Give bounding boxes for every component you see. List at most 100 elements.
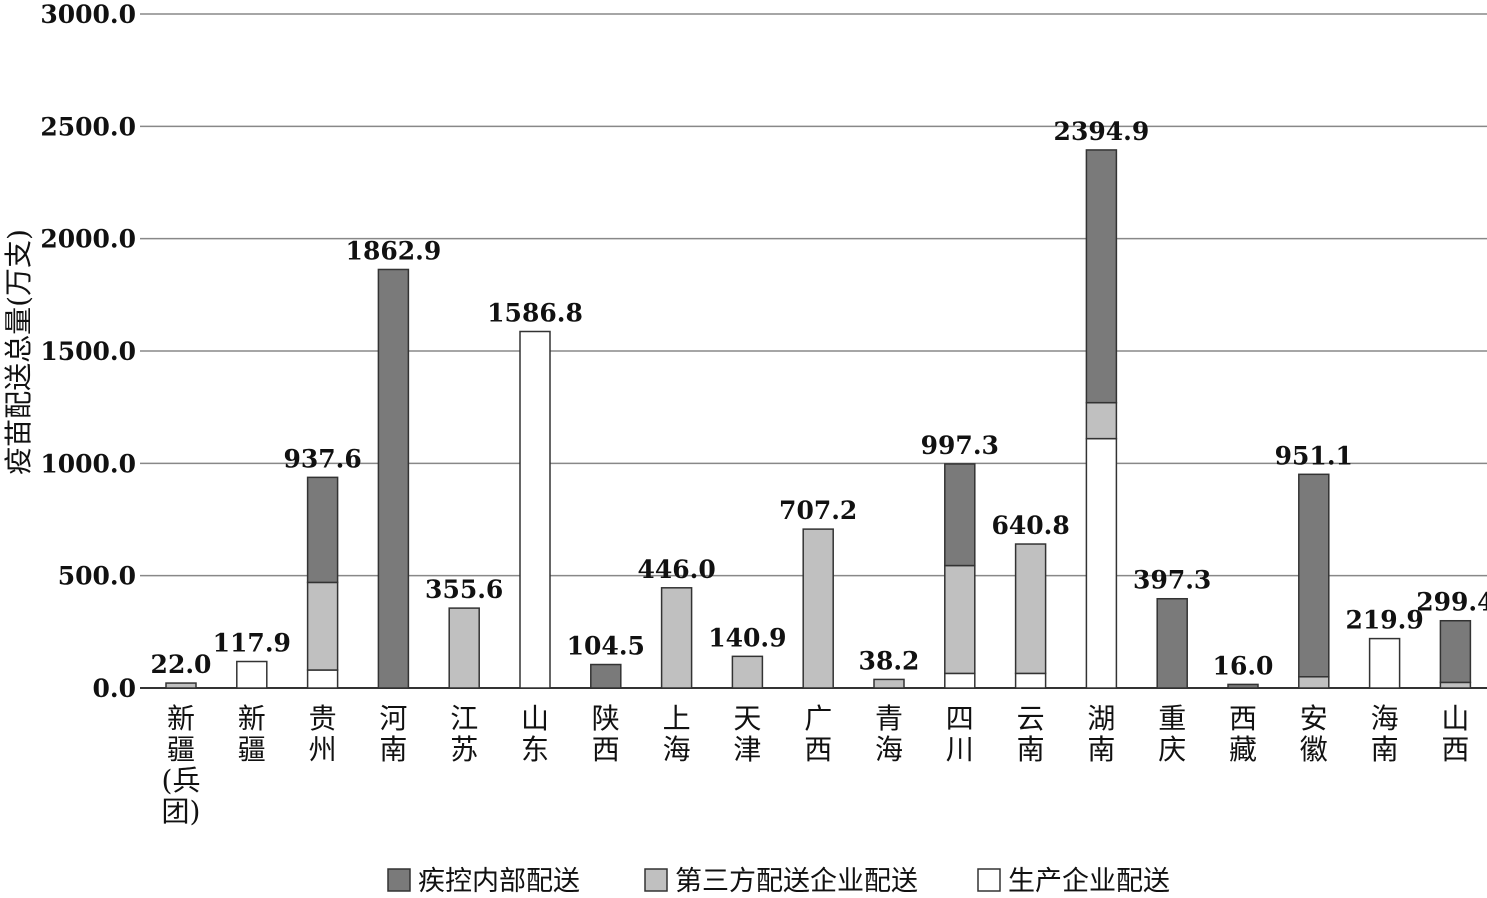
bar-segment [236,660,268,689]
category-label: 新 [238,702,266,735]
category-label: 西 [804,733,832,766]
bar-segment [1227,683,1259,689]
value-label: 299.4 [1416,588,1487,617]
category-label: 陕 [592,702,620,735]
bar-segment [306,581,339,671]
x-axis-categories: 新疆(兵团)新疆贵州河南江苏山东陕西上海天津广西青海四川云南湖南重庆西藏安徽海南… [162,702,1470,828]
bar-segment [1085,149,1118,404]
legend-swatch [644,868,668,892]
category-label: 天 [733,702,761,735]
category-label: 团) [162,795,201,828]
bar-segment [1298,676,1330,689]
y-tick-label: 3000.0 [40,0,136,29]
value-label: 16.0 [1213,651,1274,680]
category-label: 川 [946,733,974,766]
category-label: 庆 [1158,733,1186,766]
category-label: 青 [875,702,903,735]
bar-segment [1298,473,1330,678]
category-label: 津 [733,733,761,766]
value-label: 397.3 [1133,566,1211,595]
value-label: 640.8 [991,511,1069,540]
y-tick-label: 0.0 [93,674,137,703]
bar-segment [802,528,834,689]
category-label: 西 [1229,702,1257,735]
bar-segment [1156,597,1188,689]
category-label: 海 [663,733,691,766]
y-tick-label: 500.0 [58,562,136,591]
bar-segment [731,655,764,689]
category-label: 南 [1017,733,1045,766]
value-label: 140.9 [708,623,786,652]
legend-swatch [387,868,411,892]
bar-segment [944,672,976,689]
value-label: 707.2 [779,496,857,525]
bar-segment [1014,672,1047,689]
category-label: 海 [875,733,903,766]
category-label: 上 [663,702,691,735]
category-label: 苏 [450,733,478,766]
category-label: 重 [1158,702,1186,735]
legend-swatch [977,868,1001,892]
category-label: 广 [804,702,832,735]
value-label: 1586.8 [487,298,583,327]
category-label: 西 [592,733,620,766]
y-tick-label: 1500.0 [40,337,136,366]
value-label: 1862.9 [346,236,442,265]
category-label: 新 [167,702,195,735]
value-label: 104.5 [567,632,645,661]
category-label: 藏 [1229,733,1257,766]
category-label: 贵 [309,702,337,735]
bar-segment [448,607,480,689]
bar-segment [944,463,976,567]
value-label: 937.6 [283,444,361,473]
bar-segment [165,682,197,689]
category-label: 云 [1017,702,1045,735]
bar-segment [306,476,339,584]
legend-label: 生产企业配送 [1008,866,1170,897]
legend-label: 第三方配送企业配送 [675,866,918,897]
value-label: 219.9 [1345,606,1423,635]
bar-segment [1085,401,1118,440]
category-label: 安 [1300,702,1328,735]
bar-segment [306,669,339,689]
bar-segment [873,678,905,689]
value-label: 117.9 [213,629,291,658]
bar-segment [1368,637,1401,689]
category-label: (兵 [162,764,201,797]
gridlines [140,13,1487,689]
value-label: 2394.9 [1054,117,1150,146]
bars [165,149,1472,689]
y-axis-label: 疫苗配送总量(万支) [2,229,35,475]
category-label: 四 [946,702,974,735]
category-label: 州 [309,733,337,766]
category-label: 疆 [238,733,266,766]
bar-segment [660,587,693,689]
bar-segment [1085,437,1118,689]
bar-segment [519,330,551,689]
category-label: 疆 [167,733,195,766]
legend: 疾控内部配送 第三方配送企业配送 生产企业配送 [387,866,1170,897]
bar-segment [377,268,410,689]
category-label: 南 [1087,733,1115,766]
y-tick-label: 1000.0 [40,449,136,478]
category-label: 徽 [1300,733,1328,766]
bar-segment [1439,681,1472,689]
value-label: 22.0 [151,650,212,679]
category-label: 南 [379,733,407,766]
legend-label: 疾控内部配送 [418,866,580,897]
value-label: 446.0 [637,555,715,584]
bar-segment [944,564,976,675]
y-tick-label: 2500.0 [40,112,136,141]
category-label: 湖 [1087,702,1115,735]
category-label: 西 [1441,733,1469,766]
value-label: 997.3 [921,431,999,460]
category-label: 山 [521,702,549,735]
category-label: 南 [1371,733,1399,766]
category-label: 江 [450,702,478,735]
value-label: 951.1 [1275,441,1353,470]
bar-segment [1439,619,1472,684]
value-label: 355.6 [425,575,503,604]
y-axis-ticks: 0.0 500.0 1000.0 1500.0 2000.0 2500.0 3000.0 [40,0,136,703]
